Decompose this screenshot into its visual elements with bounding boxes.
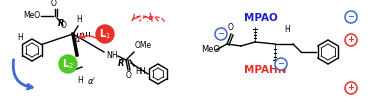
Text: H: H [76,15,82,24]
Circle shape [345,82,357,94]
Text: H: H [111,50,117,59]
Text: H: H [284,26,290,34]
Text: O: O [126,71,132,80]
Text: OMe: OMe [135,41,152,50]
Text: H: H [135,67,141,76]
Text: +: + [347,35,355,44]
Circle shape [59,55,77,73]
Text: O: O [61,22,67,30]
Text: H: H [139,68,145,76]
Text: H: H [18,33,23,42]
Text: −: − [217,29,225,38]
Circle shape [96,25,114,43]
Text: H: H [77,76,83,85]
Text: $\alpha$: $\alpha$ [74,35,81,44]
Text: R: R [118,59,124,69]
Text: $\alpha'$: $\alpha'$ [87,75,96,86]
Text: MPAHN: MPAHN [244,65,287,75]
Text: L$_1$: L$_1$ [99,27,111,41]
Circle shape [215,28,227,40]
Text: −: − [347,12,355,21]
Text: L$_2$: L$_2$ [62,57,74,71]
Text: MeO: MeO [201,45,220,54]
Text: H: H [275,62,281,71]
Text: −: − [277,59,285,68]
Text: R: R [58,19,65,28]
Circle shape [275,58,287,70]
Circle shape [345,34,357,46]
Text: MeO: MeO [23,12,40,21]
Text: +: + [347,83,355,92]
Text: O: O [228,23,234,32]
Text: O: O [51,0,57,8]
Text: N: N [106,50,112,59]
Text: MPAO: MPAO [244,13,278,23]
Circle shape [345,11,357,23]
